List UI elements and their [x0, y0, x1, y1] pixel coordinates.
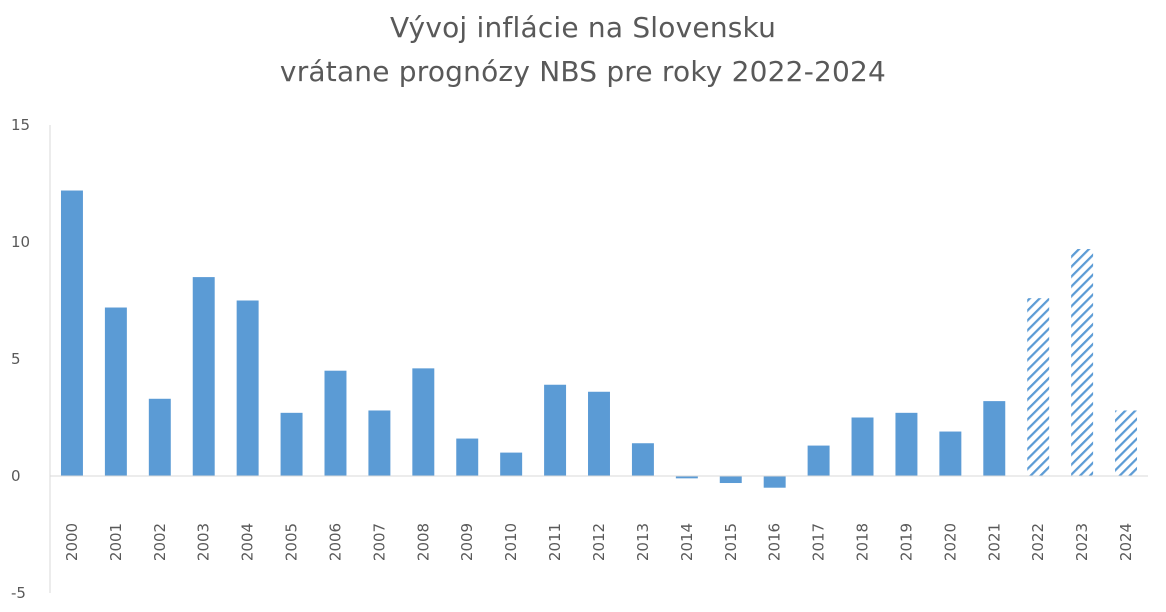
bar — [324, 370, 347, 476]
x-tick-label: 2000 — [63, 523, 81, 561]
chart-subtitle: vrátane prognózy NBS pre roky 2022-2024 — [279, 55, 887, 88]
bar — [60, 190, 83, 476]
x-tick-label: 2008 — [414, 523, 432, 561]
chart-title: Vývoj inflácie na Slovensku — [389, 11, 777, 44]
x-tick-label: 2022 — [1029, 523, 1047, 561]
y-tick-label: -5 — [11, 584, 26, 602]
bar — [236, 300, 259, 476]
bar — [939, 431, 962, 476]
y-tick-label: 10 — [11, 233, 30, 251]
bar — [983, 401, 1006, 476]
bar — [631, 443, 654, 476]
bar — [148, 398, 171, 476]
y-axis: -5 0 5 10 15 — [11, 116, 51, 602]
x-tick-label: 2018 — [854, 523, 872, 561]
bar — [588, 391, 610, 476]
x-tick-label: 2011 — [546, 523, 564, 561]
x-tick-label: 2023 — [1073, 523, 1091, 561]
bar — [851, 417, 874, 476]
x-tick-label: 2002 — [151, 523, 169, 561]
x-tick-label: 2015 — [722, 523, 740, 561]
bar — [763, 476, 786, 488]
x-tick-label: 2021 — [985, 523, 1003, 561]
bar — [675, 476, 698, 479]
x-axis: 2000 2001 2002 2003 2004 2005 2006 2007 2008 2009… — [50, 475, 1148, 561]
y-tick-label: 5 — [11, 350, 21, 368]
y-tick-label: 15 — [11, 116, 30, 134]
forecast-bar — [1071, 249, 1094, 476]
x-tick-label: 2009 — [458, 523, 476, 561]
bar — [807, 445, 830, 476]
bar — [280, 412, 303, 476]
x-tick-label: 2010 — [502, 523, 520, 561]
x-tick-label: 2014 — [678, 523, 696, 561]
forecast-bar — [1115, 410, 1138, 476]
x-tick-label: 2020 — [941, 523, 959, 561]
x-tick-label: 2024 — [1117, 523, 1135, 561]
bar — [719, 476, 742, 484]
x-tick-label: 2001 — [107, 523, 125, 561]
bar — [368, 410, 391, 476]
forecast-bar — [1027, 298, 1050, 476]
bar — [500, 452, 523, 476]
bars — [60, 190, 1138, 488]
bar — [456, 438, 479, 476]
x-tick-label: 2016 — [766, 523, 784, 561]
x-tick-label: 2007 — [370, 523, 388, 561]
x-tick-label: 2013 — [634, 523, 652, 561]
x-tick-label: 2012 — [590, 523, 608, 561]
bar — [412, 368, 435, 476]
x-tick-label: 2019 — [897, 523, 915, 561]
x-tick-label: 2005 — [283, 523, 301, 561]
bar — [895, 412, 918, 476]
x-tick-label: 2003 — [195, 523, 213, 561]
bar — [192, 277, 215, 476]
bar — [544, 384, 567, 476]
chart-title-block: Vývoj inflácie na Slovensku vrátane prog… — [0, 6, 1166, 94]
y-tick-label: 0 — [11, 467, 21, 485]
x-tick-label: 2017 — [810, 523, 828, 561]
x-tick-label: 2006 — [326, 523, 344, 561]
bar — [104, 307, 127, 476]
x-tick-label: 2004 — [239, 523, 257, 561]
